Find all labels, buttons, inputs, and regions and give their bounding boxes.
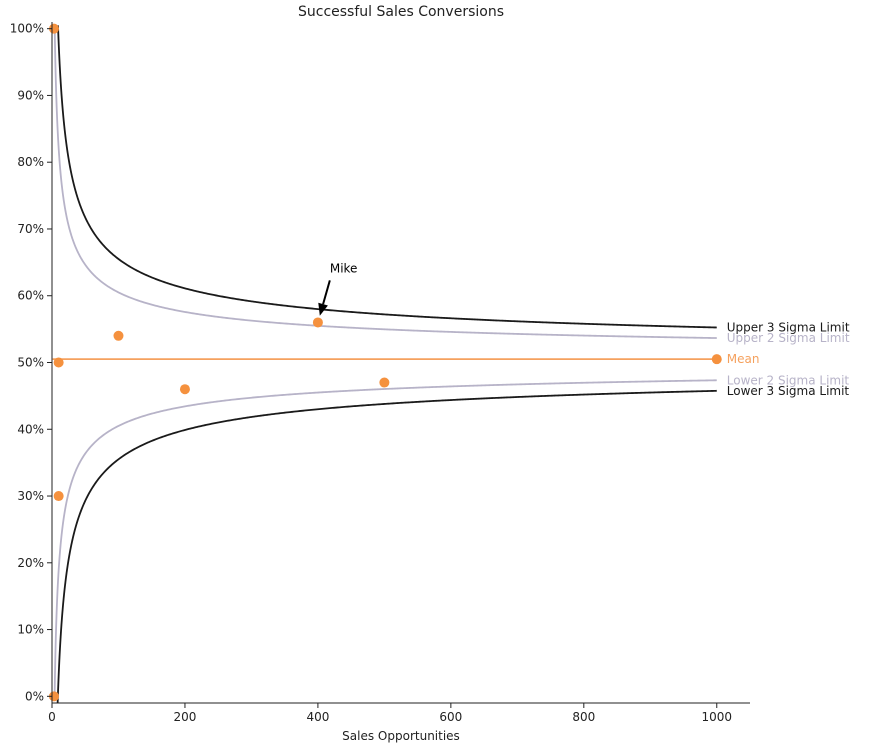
- y-tick-label: 30%: [17, 489, 44, 503]
- lower-2-sigma-limit-label: Lower 2 Sigma Limit: [727, 373, 850, 387]
- data-point: [312, 317, 323, 328]
- upper-2-sigma-limit-line: [53, 25, 717, 339]
- data-point: [179, 384, 190, 395]
- x-tick-label: 200: [173, 710, 196, 724]
- y-tick-label: 0%: [25, 689, 44, 703]
- y-ticks: 0% 10% 20% 30% 40% 50% 60% 70% 80% 90% 100%: [10, 22, 52, 703]
- axes: [51, 22, 750, 704]
- annotation-arrow-shaft: [322, 280, 331, 305]
- upper-2-sigma-limit-label: Upper 2 Sigma Limit: [727, 331, 850, 345]
- mean-label: Mean: [727, 352, 760, 366]
- lower-3-sigma-limit-line: [56, 389, 717, 703]
- data-point: [48, 23, 59, 34]
- annotation-label: Mike: [330, 261, 358, 275]
- upper-3-sigma-limit-label: Upper 3 Sigma Limit: [727, 320, 850, 334]
- limit-lines: [52, 25, 717, 703]
- y-tick-label: 40%: [17, 422, 44, 436]
- y-tick-label: 80%: [17, 155, 44, 169]
- annotation-arrow-head: [318, 302, 328, 316]
- chart-title: Successful Sales Conversions: [298, 4, 504, 20]
- x-tick-label: 1000: [701, 710, 732, 724]
- data-point: [53, 491, 64, 502]
- data-point: [48, 691, 59, 702]
- x-axis-label: Sales Opportunities: [342, 729, 460, 743]
- y-tick-label: 20%: [17, 556, 44, 570]
- y-tick-label: 60%: [17, 289, 44, 303]
- y-tick-label: 90%: [17, 88, 44, 102]
- y-tick-label: 50%: [17, 356, 44, 370]
- lower-3-sigma-limit-label: Lower 3 Sigma Limit: [727, 384, 850, 398]
- lower-2-sigma-limit-line: [53, 379, 717, 693]
- y-tick-label: 10%: [17, 623, 44, 637]
- upper-3-sigma-limit-line: [57, 25, 717, 329]
- data-points: [48, 23, 722, 702]
- data-point: [711, 354, 722, 365]
- x-ticks: 0 200 400 600 800 1000: [48, 703, 732, 724]
- x-tick-label: 0: [48, 710, 56, 724]
- data-point: [53, 357, 64, 368]
- y-tick-label: 70%: [17, 222, 44, 236]
- x-tick-label: 400: [306, 710, 329, 724]
- data-point: [379, 377, 390, 388]
- y-tick-label: 100%: [10, 22, 44, 36]
- annotation: Mike: [318, 261, 358, 316]
- x-tick-label: 800: [572, 710, 595, 724]
- data-point: [113, 330, 124, 341]
- x-tick-label: 600: [439, 710, 462, 724]
